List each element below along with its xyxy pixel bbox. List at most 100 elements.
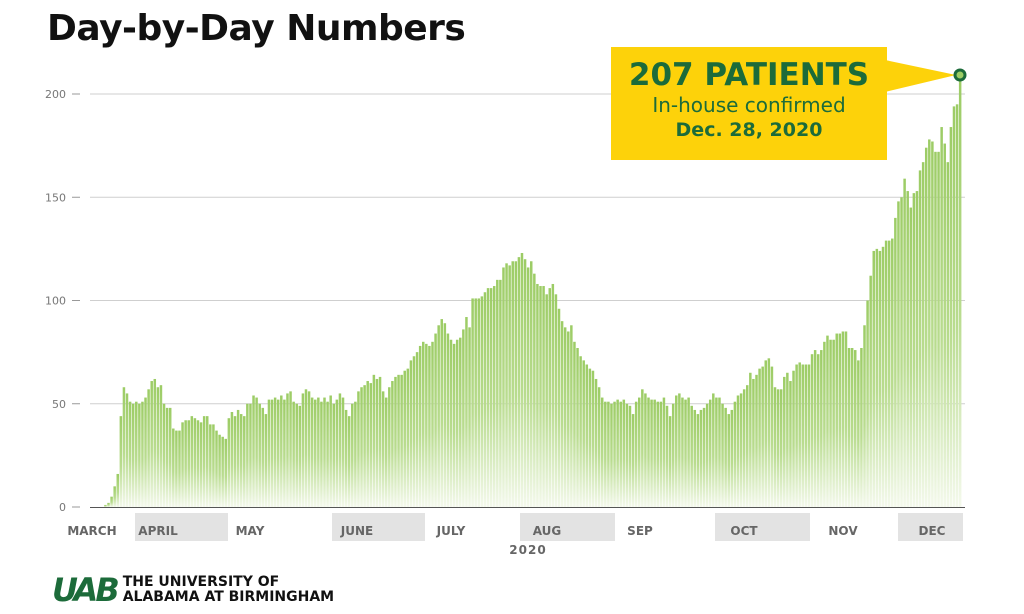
y-tick-label-0: 0 [59, 501, 66, 514]
bar [230, 412, 234, 507]
bar [150, 381, 153, 507]
bar [721, 403, 724, 507]
bar [924, 147, 928, 507]
bar [394, 376, 397, 507]
bar [474, 298, 477, 507]
bar [261, 407, 265, 507]
bar [653, 399, 656, 507]
bar [921, 162, 925, 507]
bar [539, 286, 542, 507]
bar [928, 139, 931, 507]
bar [699, 409, 703, 507]
bar [712, 393, 715, 507]
bar [684, 399, 687, 507]
bar [693, 409, 697, 507]
bar [511, 261, 514, 507]
bar [841, 331, 845, 507]
bar [739, 393, 743, 507]
bar [770, 366, 774, 507]
uab-logo: UAB THE UNIVERSITY OF ALABAMA AT BIRMING… [52, 574, 334, 606]
bar [813, 350, 817, 507]
bar [526, 267, 530, 507]
bar [292, 401, 295, 507]
bar [733, 401, 737, 507]
month-band-oct [715, 513, 810, 541]
bar [875, 248, 879, 508]
bar [946, 162, 950, 507]
bar [110, 496, 113, 507]
month-label-may: MAY [236, 524, 265, 538]
bar [891, 238, 894, 508]
month-label-april: APRIL [138, 524, 178, 538]
bar [243, 416, 246, 507]
bar [384, 397, 388, 507]
bar [955, 104, 959, 507]
bar [440, 319, 443, 507]
bar [233, 416, 237, 507]
bar [181, 422, 184, 507]
bar [718, 397, 721, 507]
bar [863, 325, 866, 507]
bar [887, 240, 891, 507]
bar [465, 317, 468, 507]
bar [113, 486, 116, 507]
bar [563, 327, 567, 507]
bar [807, 364, 811, 507]
bar [542, 286, 545, 507]
bar [619, 401, 622, 507]
bar [900, 197, 903, 507]
bar [372, 374, 376, 507]
bar [455, 339, 459, 507]
bar [104, 504, 107, 507]
bar [591, 370, 595, 507]
month-label-july: JULY [436, 524, 466, 538]
bar [381, 391, 385, 507]
bar [536, 283, 539, 507]
bar [517, 257, 521, 507]
bar [422, 341, 425, 507]
bar [360, 387, 363, 507]
bar [304, 389, 308, 507]
bar [122, 387, 126, 507]
bar [940, 127, 943, 507]
bar [634, 401, 638, 507]
bar [138, 403, 141, 507]
bar [823, 341, 826, 507]
bar [912, 193, 916, 507]
bar [742, 389, 746, 507]
bar [492, 286, 496, 507]
bar [329, 395, 332, 507]
bar [844, 331, 848, 507]
bar [178, 430, 181, 507]
bar [804, 364, 808, 507]
peak-marker [953, 68, 967, 82]
bar [786, 372, 789, 507]
bar [585, 364, 589, 507]
bar [249, 403, 252, 507]
bar [116, 473, 119, 507]
bar [335, 399, 339, 507]
bar [252, 395, 255, 507]
bar [128, 401, 132, 507]
bar [749, 372, 752, 507]
bar [452, 343, 456, 507]
bar [687, 397, 690, 507]
bar [391, 381, 394, 507]
bar [554, 294, 558, 507]
bar [363, 385, 366, 507]
bar [317, 397, 320, 507]
bar [403, 370, 406, 507]
bar [915, 191, 919, 507]
bar [832, 339, 835, 507]
bar [650, 399, 653, 507]
bar [332, 403, 335, 507]
bar [425, 343, 428, 507]
bar [168, 407, 172, 507]
bar [594, 378, 598, 507]
bar [773, 387, 777, 507]
bar [418, 345, 422, 507]
bar [752, 378, 755, 507]
x-axis-label: 2020 [509, 543, 546, 557]
bar [826, 335, 829, 507]
bar [354, 401, 357, 507]
